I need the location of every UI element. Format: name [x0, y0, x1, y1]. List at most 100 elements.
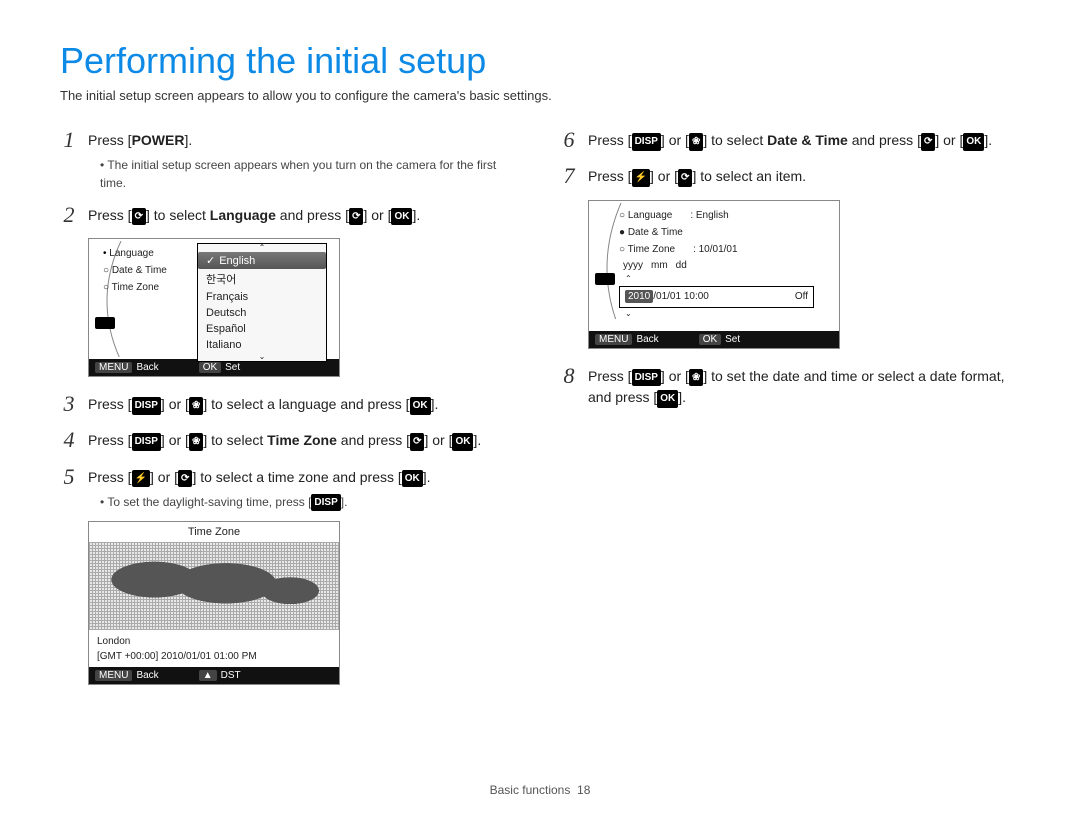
step-number: 5 [60, 464, 78, 511]
text: ]. [184, 132, 192, 148]
ok-icon: OK [657, 390, 678, 408]
menu-icon: MENU [95, 362, 132, 373]
lang-option: Español [198, 321, 326, 337]
hdr-d: dd [676, 259, 687, 273]
lang-option: Français [198, 289, 326, 305]
step-8: 8 Press [DISP] or [❀] to set the date an… [560, 363, 1020, 409]
text: ] to select a time zone and press [ [192, 469, 401, 485]
screen-footer: MENUBack ▲DST [89, 667, 339, 684]
text: ] or [ [661, 368, 689, 384]
text: ] or [ [935, 132, 963, 148]
menu-item: Time Zone [619, 241, 675, 258]
text: ]. [423, 469, 431, 485]
text: Press [ [588, 168, 632, 184]
language-label: Language [210, 207, 276, 223]
menu-item: Date & Time [103, 262, 167, 279]
footer-section: Basic functions [490, 783, 571, 797]
right-column: 6 Press [DISP] or [❀] to select Date & T… [560, 127, 1020, 699]
set-label: Set [225, 362, 240, 373]
ok-icon: OK [452, 433, 473, 451]
step-number: 4 [60, 427, 78, 453]
ok-icon: OK [963, 133, 984, 151]
ok-icon: OK [391, 208, 412, 226]
datetime-label: Date & Time [767, 132, 848, 148]
text: Press [ [88, 432, 132, 448]
step-3: 3 Press [DISP] or [❀] to select a langua… [60, 391, 520, 417]
step-2: 2 Press [⟳] to select Language and press… [60, 202, 520, 228]
timer-icon: ⟳ [921, 133, 935, 151]
text: Press [ [88, 207, 132, 223]
screen-footer: MENUBack OKSet [589, 331, 839, 348]
battery-icon [595, 273, 615, 285]
text: ] or [ [363, 207, 391, 223]
flash-icon: ⚡ [632, 169, 650, 187]
step-5: 5 Press [⚡] or [⟳] to select a time zone… [60, 464, 520, 511]
timer-icon: ⟳ [678, 169, 692, 187]
step-body: Press [⚡] or [⟳] to select an item. [588, 163, 1020, 189]
flower-icon: ❀ [689, 133, 703, 151]
tz-city: London [97, 634, 331, 649]
text: ] or [ [161, 396, 189, 412]
footer-page: 18 [577, 783, 590, 797]
text: ] to select a language and press [ [203, 396, 409, 412]
step-body: Press [POWER]. The initial setup screen … [88, 127, 520, 192]
step-bullet: To set the daylight-saving time, press [… [100, 493, 520, 511]
hdr-m: mm [651, 259, 668, 273]
dst-label: DST [221, 670, 241, 681]
text: and press [ [848, 132, 921, 148]
step-number: 2 [60, 202, 78, 228]
menu-item: Language [103, 245, 167, 262]
tz-title: Time Zone [89, 522, 339, 542]
text: ]. [431, 396, 439, 412]
text: Press [ [88, 132, 132, 148]
timer-icon: ⟳ [178, 470, 192, 488]
text: ]. [678, 389, 686, 405]
timezone-label: Time Zone [267, 432, 337, 448]
page-title: Performing the initial setup [60, 40, 1020, 82]
menu-item: Time Zone [103, 279, 167, 296]
dt-menu: Language: English Date & Time Time Zone:… [619, 207, 738, 258]
date-editor: yyyy mm dd ⌃ 2010/01/01 10:00 Off ⌄ [619, 259, 814, 319]
page-subtitle: The initial setup screen appears to allo… [60, 88, 1020, 103]
text: ]. [984, 132, 992, 148]
text: To set the daylight-saving time, press [ [107, 495, 311, 509]
tz-info: London [GMT +00:00] 2010/01/01 01:00 PM [89, 630, 339, 668]
left-column: 1 Press [POWER]. The initial setup scree… [60, 127, 520, 699]
set-label: Set [725, 334, 740, 345]
step-body: Press [DISP] or [❀] to select Time Zone … [88, 427, 520, 453]
timer-icon: ⟳ [410, 433, 424, 451]
menu-item: Date & Time [619, 224, 683, 241]
text: ]. [341, 495, 348, 509]
step-number: 3 [60, 391, 78, 417]
step-body: Press [⟳] to select Language and press [… [88, 202, 520, 228]
page-footer: Basic functions 18 [0, 783, 1080, 797]
text: Press [ [588, 132, 632, 148]
ok-icon: OK [699, 334, 721, 345]
flash-icon: ⚡ [132, 470, 150, 488]
step-number: 8 [560, 363, 578, 409]
ok-icon: OK [199, 362, 221, 373]
tz-detail: [GMT +00:00] 2010/01/01 01:00 PM [97, 649, 331, 664]
menu-icon: MENU [595, 334, 632, 345]
menu-item: Language [619, 207, 672, 224]
text: and press [ [276, 207, 349, 223]
flower-icon: ❀ [189, 397, 203, 415]
step-body: Press [DISP] or [❀] to select a language… [88, 391, 520, 417]
step-number: 6 [560, 127, 578, 153]
up-icon: ▲ [199, 670, 217, 681]
step-7: 7 Press [⚡] or [⟳] to select an item. [560, 163, 1020, 189]
back-label: Back [136, 362, 158, 373]
text: and press [ [337, 432, 410, 448]
text: ] or [ [661, 132, 689, 148]
step-body: Press [DISP] or [❀] to set the date and … [588, 363, 1020, 409]
step-1: 1 Press [POWER]. The initial setup scree… [60, 127, 520, 192]
lang-option-selected: ✓English [198, 252, 326, 269]
rest-value: /01/01 10:00 [653, 291, 709, 302]
ok-icon: OK [402, 470, 423, 488]
text: ] to select [146, 207, 210, 223]
step-number: 1 [60, 127, 78, 192]
menu-value: : English [690, 207, 728, 224]
caret-down-icon: ⌄ [619, 308, 814, 319]
step-number: 7 [560, 163, 578, 189]
language-screen: Language Date & Time Time Zone ⌃ ✓Englis… [88, 238, 340, 377]
